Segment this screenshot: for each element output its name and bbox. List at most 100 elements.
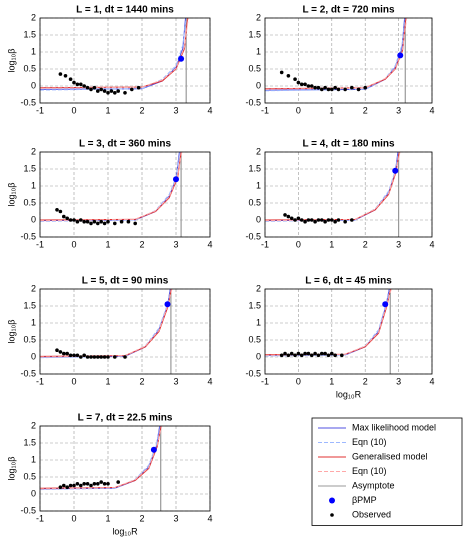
pmp-point <box>164 301 171 308</box>
y-tick-label: 0.5 <box>248 334 261 344</box>
y-tick-label: -0.5 <box>20 368 36 378</box>
observed-point <box>89 87 93 92</box>
observed-point <box>309 353 314 358</box>
observed-point <box>130 87 134 92</box>
observed-point <box>65 485 69 490</box>
legend-label: Generalised model <box>352 451 428 461</box>
observed-point <box>82 482 86 486</box>
observed-point <box>303 351 307 356</box>
y-tick-label: -0.5 <box>20 505 36 515</box>
plot-content <box>265 18 408 103</box>
legend-label: Eqn (10) <box>352 437 387 447</box>
x-axis-label: log₁₀R <box>336 389 362 399</box>
curve <box>40 426 163 490</box>
curve <box>40 426 161 491</box>
observed-point <box>89 355 93 359</box>
y-tick-label: 0 <box>31 351 36 361</box>
plot-area <box>265 152 432 237</box>
x-tick-label: 0 <box>296 376 301 386</box>
y-tick-label: 0 <box>31 80 36 90</box>
observed-point <box>279 70 284 75</box>
observed-point <box>85 85 90 90</box>
observed-point <box>106 482 110 486</box>
observed-point <box>316 353 321 358</box>
observed-point <box>326 353 331 358</box>
observed-point <box>65 216 69 221</box>
y-tick-label: 0 <box>256 351 261 361</box>
x-tick-label: 3 <box>396 376 401 386</box>
x-tick-label: 0 <box>71 105 76 115</box>
observed-point <box>330 218 334 222</box>
legend-label: Asymptote <box>352 480 395 490</box>
observed-point <box>63 74 68 78</box>
observed-point <box>133 221 137 226</box>
y-tick-label: 1 <box>256 180 261 190</box>
y-tick-label: 2 <box>31 420 36 430</box>
y-tick-label: 2 <box>256 146 261 156</box>
x-tick-label: 3 <box>396 105 401 115</box>
x-tick-label: 0 <box>296 239 301 249</box>
observed-point <box>68 77 73 81</box>
legend-label: βPMP <box>352 495 377 505</box>
x-tick-label: 2 <box>363 105 368 115</box>
observed-point <box>316 85 321 90</box>
legend-label: Max likelihood model <box>352 422 436 432</box>
observed-point <box>350 218 354 222</box>
observed-point <box>92 219 97 224</box>
observed-point <box>58 485 63 490</box>
observed-point <box>116 480 120 484</box>
observed-point <box>106 91 110 95</box>
observed-point <box>319 351 324 356</box>
curve <box>40 18 189 89</box>
plot-content <box>265 152 401 237</box>
plot-frame <box>264 288 433 375</box>
legend-marker <box>329 497 335 504</box>
y-tick-label: 1.5 <box>23 163 36 173</box>
observed-point <box>303 219 307 224</box>
plot-frame <box>39 151 211 238</box>
plot-frame <box>39 425 211 512</box>
observed-point <box>92 482 97 486</box>
observed-point <box>92 85 97 90</box>
plot-area <box>40 152 210 237</box>
y-tick-label: 1 <box>31 454 36 464</box>
observed-point <box>119 219 124 224</box>
plot-content <box>265 289 392 374</box>
observed-point <box>96 482 100 486</box>
observed-point <box>113 91 117 95</box>
observed-point <box>109 89 114 93</box>
observed-point <box>58 350 63 354</box>
observed-point <box>299 82 304 87</box>
y-tick-label: 2 <box>31 146 36 156</box>
observed-point <box>296 80 301 85</box>
observed-point <box>283 351 287 356</box>
x-tick-label: -1 <box>261 376 269 386</box>
y-axis-label: log₁₀β <box>6 49 16 73</box>
observed-point <box>75 219 80 224</box>
observed-point <box>293 77 297 81</box>
y-tick-label: 1.5 <box>248 29 261 39</box>
observed-point <box>313 85 317 90</box>
observed-point <box>286 214 291 219</box>
x-tick-label: -1 <box>36 105 44 115</box>
y-tick-label: 0 <box>256 214 261 224</box>
observed-point <box>299 353 304 358</box>
observed-point <box>316 218 321 222</box>
x-tick-label: 0 <box>71 376 76 386</box>
observed-point <box>55 208 59 212</box>
observed-point <box>99 87 103 92</box>
observed-point <box>96 89 100 93</box>
observed-point <box>340 353 344 358</box>
observed-point <box>309 218 314 222</box>
curve <box>40 18 187 91</box>
observed-point <box>99 480 103 484</box>
legend-label: Observed <box>352 509 391 519</box>
y-tick-label: 0.5 <box>248 63 261 73</box>
plot-frame <box>39 17 211 104</box>
y-tick-label: 1.5 <box>23 300 36 310</box>
y-tick-label: 2 <box>256 283 261 293</box>
y-tick-label: 1.5 <box>248 300 261 310</box>
observed-point <box>336 218 341 222</box>
observed-point <box>79 483 83 488</box>
